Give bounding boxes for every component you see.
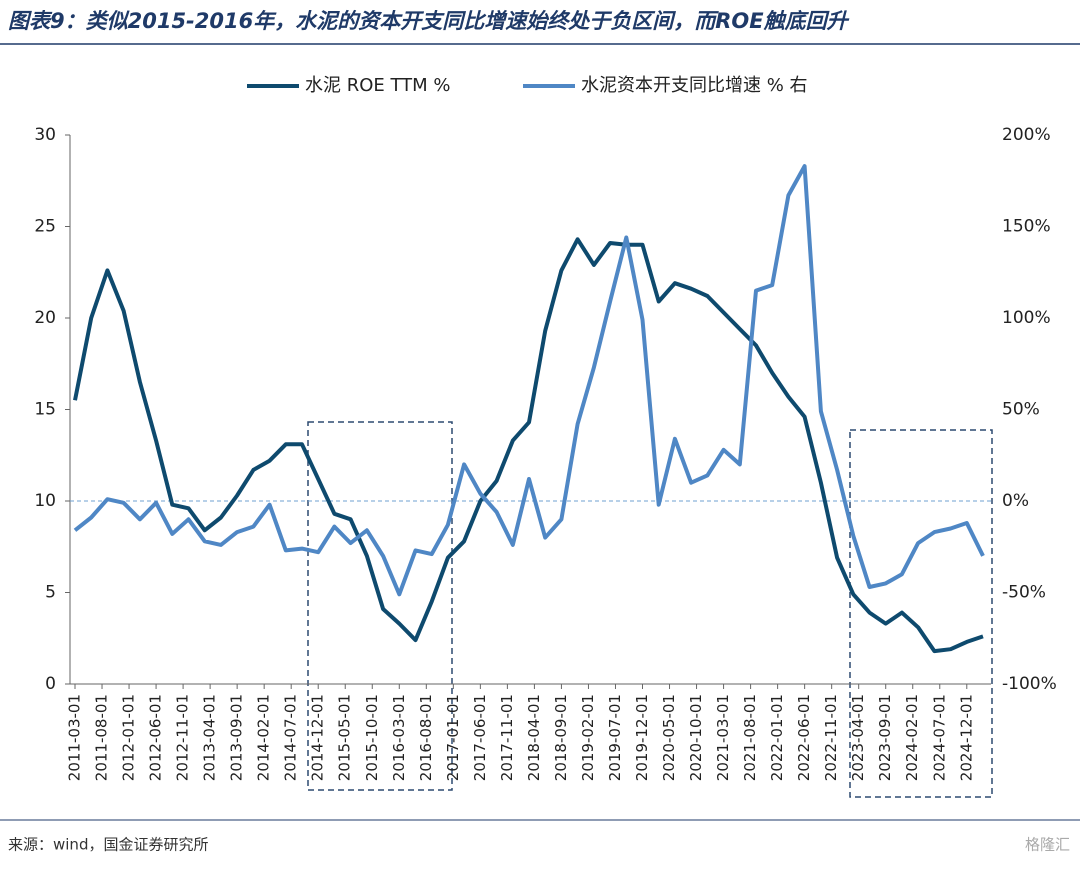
x-tick-label: 2016-03-01 [390,694,408,781]
chart-title: 图表9：类似2015-2016年，水泥的资本开支同比增速始终处于负区间，而ROE… [8,9,850,33]
x-tick-label: 2013-09-01 [228,694,246,781]
highlight-box [307,421,453,791]
y-tick-label: 15 [34,400,56,420]
x-tick-label: 2017-06-01 [471,694,489,781]
x-tick-label: 2014-07-01 [282,694,300,781]
x-tick-label: 2013-04-01 [201,694,219,781]
x-tick-label: 2017-01-01 [444,694,462,781]
y-tick-label: 20 [34,308,56,328]
x-tick-label: 2019-07-01 [606,694,624,781]
x-tick-label: 2014-12-01 [309,694,327,781]
x-tick-label: 2018-04-01 [525,694,543,781]
y2-tick-label: 150% [1002,217,1051,237]
x-tick-label: 2014-02-01 [255,694,273,781]
y-tick-label: 25 [34,217,56,237]
x-tick-label: 2024-12-01 [957,694,975,781]
watermark: 格隆汇 [1025,836,1070,854]
series-line [73,164,985,597]
y-tick-label: 30 [34,125,56,145]
x-tick-label: 2011-03-01 [66,694,84,781]
x-tick-label: 2012-06-01 [147,694,165,781]
x-tick-label: 2019-12-01 [633,694,651,781]
x-tick-label: 2024-02-01 [903,694,921,781]
x-tick-label: 2012-01-01 [120,694,138,781]
x-tick-label: 2021-08-01 [741,694,759,781]
x-tick-label: 2016-08-01 [417,694,435,781]
y2-tick-label: 200% [1002,125,1051,145]
x-tick-label: 2023-09-01 [876,694,894,781]
x-tick-label: 2024-07-01 [930,694,948,781]
x-tick-label: 2023-04-01 [849,694,867,781]
y-tick-label: 10 [34,491,56,511]
x-tick-label: 2015-05-01 [336,694,354,781]
y2-tick-label: -100% [1002,674,1057,694]
y-tick-label: 0 [45,674,56,694]
y-tick-label: 5 [45,583,56,603]
y2-tick-label: 100% [1002,308,1051,328]
x-tick-label: 2011-08-01 [93,694,111,781]
x-tick-label: 2017-11-01 [498,694,516,781]
y2-tick-label: -50% [1002,583,1046,603]
legend-label: 水泥资本开支同比增速 % 右 [581,75,808,96]
x-tick-label: 2012-11-01 [174,694,192,781]
x-tick-label: 2018-09-01 [552,694,570,781]
x-tick-label: 2020-10-01 [687,694,705,781]
x-tick-label: 2022-06-01 [795,694,813,781]
series-line [73,237,984,654]
y2-tick-label: 0% [1002,491,1029,511]
x-tick-label: 2022-11-01 [822,694,840,781]
y2-tick-label: 50% [1002,400,1040,420]
highlight-box [849,429,993,798]
x-tick-label: 2019-02-01 [579,694,597,781]
x-tick-label: 2021-03-01 [714,694,732,781]
x-tick-label: 2022-01-01 [768,694,786,781]
legend-label: 水泥 ROE TTM % [305,75,451,96]
x-tick-label: 2015-10-01 [363,694,381,781]
source: 来源：wind，国金证券研究所 [8,836,208,854]
x-tick-label: 2020-05-01 [660,694,678,781]
